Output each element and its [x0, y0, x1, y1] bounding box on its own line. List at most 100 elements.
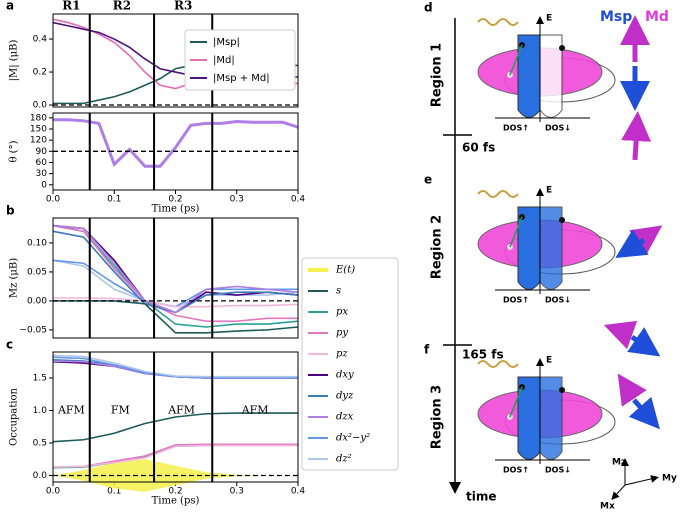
x-tick-label: 0.2 — [168, 487, 182, 497]
y-tick-label: 150 — [30, 124, 47, 134]
region-label: R2 — [113, 0, 131, 13]
plot-frame — [52, 217, 299, 339]
msp-label: Msp — [600, 9, 632, 25]
axis-arrow — [624, 475, 659, 486]
plot-frame — [52, 13, 299, 108]
y-tick-label: 60 — [36, 158, 48, 168]
energy-label: E — [546, 356, 552, 366]
axis-arrow — [611, 484, 626, 500]
y-tick-label: 1.0 — [33, 406, 48, 416]
md-label: Md — [645, 9, 669, 25]
panel-letter: b — [6, 204, 15, 218]
x-tick-label: 0.0 — [46, 195, 61, 205]
msp-arrow — [628, 396, 660, 430]
x-tick-label: 0.2 — [168, 195, 182, 205]
charts: a |M| (μB) 0.0 0.2 0.4 R1 R2 R3 |Msp| |Md| |Msp + … — [6, 0, 399, 507]
electron — [559, 45, 565, 51]
legend-label: dxy — [336, 370, 354, 381]
dos-up-label: DOS↑ — [503, 124, 529, 133]
region-label: R3 — [174, 0, 192, 13]
axis-label: Mx — [600, 502, 615, 512]
x-tick-label: 0.4 — [291, 487, 306, 497]
annotation: AFM — [57, 404, 85, 417]
panel-letter: e — [424, 173, 432, 187]
sp-band-down — [539, 206, 563, 290]
msp-arrow — [615, 229, 649, 258]
panel-letter: c — [6, 338, 13, 352]
y-tick-label: 0.5 — [33, 439, 47, 449]
region-label: Region 2 — [430, 215, 445, 279]
laser-pulse — [477, 360, 519, 368]
x-axis-label: Time (ps) — [152, 204, 200, 215]
y-tick-label: 1.5 — [33, 374, 47, 384]
y-axis-label: Mz (μB) — [9, 258, 20, 298]
x-tick-label: 0.4 — [291, 195, 306, 205]
dos-up-label: DOS↑ — [503, 296, 529, 305]
axis-label: Mz — [612, 458, 626, 468]
legend-label: E(t) — [335, 265, 355, 276]
panel-letter: f — [424, 343, 430, 357]
dos-down-label: DOS↓ — [545, 124, 571, 133]
dos-down-label: DOS↓ — [545, 296, 571, 305]
panel-letter: d — [424, 1, 433, 15]
legend-label: dyz — [336, 391, 354, 402]
legend-box — [184, 29, 296, 91]
legend-label: dzx — [336, 412, 354, 423]
legend-label: px — [336, 307, 348, 318]
data-line — [52, 224, 298, 322]
axis-label: My — [662, 474, 677, 484]
x-tick-label: 0.1 — [107, 487, 121, 497]
time-label: time — [466, 490, 497, 504]
y-tick-label: 0.05 — [27, 267, 47, 277]
plot-frame — [52, 351, 299, 483]
y-tick-label: 0.4 — [33, 35, 48, 45]
y-tick-label: 0.00 — [27, 296, 47, 306]
legend-label: |Msp + Md| — [213, 73, 270, 84]
x-tick-label: 0.1 — [107, 195, 121, 205]
y-tick-label: 0.2 — [33, 68, 47, 78]
x-axis-label: Time (ps) — [152, 496, 200, 507]
y-tick-label: 0.0 — [33, 471, 48, 481]
region-label: R1 — [62, 0, 80, 13]
y-tick-label: 90 — [36, 147, 48, 157]
y-tick-label: 30 — [36, 169, 48, 179]
laser-pulse — [477, 18, 519, 26]
legend-label: |Msp| — [213, 37, 240, 48]
annotation: FM — [111, 404, 130, 417]
panel-letter: a — [6, 0, 14, 13]
legend-label: dx²−y² — [336, 433, 370, 444]
region-label: Region 3 — [430, 385, 445, 449]
diagram: 60 fs 165 fs time Msp Md Mz My Mx d Regio… — [424, 1, 677, 512]
data-line — [52, 412, 298, 443]
dos-down-label: DOS↓ — [545, 466, 571, 475]
sp-band-down — [539, 376, 563, 460]
legend-label: s — [336, 286, 341, 297]
data-line — [52, 224, 299, 314]
y-tick-label: 0.0 — [33, 101, 48, 111]
x-tick-label: 0.3 — [230, 487, 244, 497]
legend-label: dz² — [336, 454, 352, 465]
y-tick-label: 120 — [30, 136, 47, 146]
laser-pulse — [477, 190, 519, 198]
legend-label: pz — [336, 349, 348, 360]
legend-label: py — [336, 328, 348, 339]
annotation: AFM — [241, 404, 269, 417]
y-tick-label: 180 — [30, 113, 47, 123]
plot-frame — [52, 112, 299, 191]
data-line — [52, 444, 298, 468]
x-tick-label: 0.0 — [46, 487, 61, 497]
md-arrow — [617, 373, 647, 407]
data-line — [52, 354, 298, 378]
annotation: AFM — [167, 404, 195, 417]
y-tick-label: 0 — [41, 180, 47, 190]
transition — [509, 44, 523, 76]
energy-label: E — [546, 14, 552, 24]
sp-band-down — [539, 34, 563, 118]
md-arrow — [603, 320, 638, 350]
region-label: Region 1 — [430, 43, 445, 107]
transition — [509, 386, 523, 418]
x-tick-label: 0.3 — [230, 195, 244, 205]
data-line — [53, 118, 299, 168]
time-mark: 165 fs — [462, 348, 504, 362]
y-axis-label: θ (°) — [9, 140, 20, 162]
